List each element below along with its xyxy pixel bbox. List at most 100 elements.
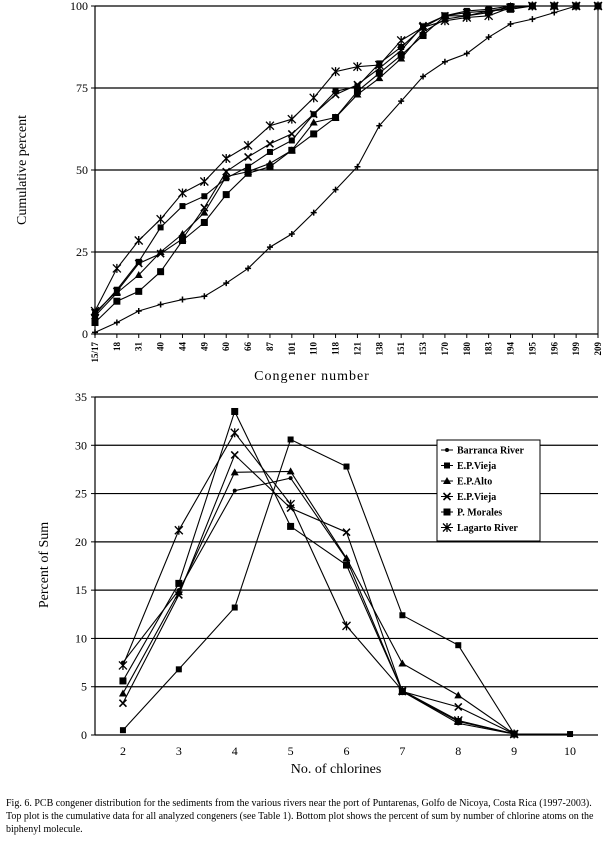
bottom-x-tick-label: 5 (288, 744, 294, 758)
bottom-x-tick-label: 3 (176, 744, 182, 758)
top-data-point (507, 21, 514, 28)
top-data-point (265, 121, 275, 131)
top-data-point (92, 329, 98, 336)
top-y-tick-label: 50 (76, 163, 88, 177)
legend-item: Lagarto River (441, 523, 518, 534)
bottom-data-point (175, 666, 182, 673)
top-data-point (157, 224, 164, 231)
bottom-data-point (342, 554, 351, 562)
top-data-point (551, 9, 558, 16)
top-data-point (331, 90, 340, 99)
top-y-tick-label: 0 (82, 327, 88, 341)
bottom-y-tick-label: 20 (75, 535, 87, 549)
top-data-point (440, 16, 450, 26)
top-data-point (485, 34, 492, 41)
top-data-point (288, 137, 295, 144)
bottom-y-tick-label: 35 (75, 390, 87, 404)
top-chart-gridlines (95, 5, 598, 253)
bottom-data-point (343, 561, 350, 569)
top-data-point (309, 118, 318, 126)
top-data-point (332, 88, 339, 95)
bottom-data-point (287, 522, 295, 530)
top-data-point (375, 69, 383, 77)
top-data-point (571, 1, 581, 11)
percent-of-sum-chart: 0 5 10 15 20 25 30 35 2 3 4 5 6 7 8 9 10 Barranca River… (37, 390, 598, 777)
top-x-tick-label: 101 (287, 342, 297, 356)
top-series-2 (91, 2, 602, 327)
top-x-tick-label: 170 (440, 342, 450, 356)
top-data-point (397, 54, 406, 62)
top-data-point (397, 46, 406, 55)
legend-marker (443, 477, 451, 484)
top-chart-y-axis-title: Cumulative percent (15, 115, 30, 225)
top-data-point (156, 248, 165, 255)
top-data-point (418, 22, 428, 32)
bottom-series-line (122, 410, 515, 735)
legend-marker (443, 508, 451, 516)
bottom-data-point (286, 499, 296, 509)
top-data-point (90, 306, 100, 316)
bottom-data-point (118, 660, 128, 670)
bottom-data-point (231, 407, 239, 415)
top-series-5 (90, 1, 603, 317)
top-data-point (178, 188, 187, 198)
top-x-tick-label: 195 (527, 342, 537, 356)
top-chart-axes (91, 5, 599, 338)
top-chart-x-tick-labels: 15/17 18 31 40 44 49 60 66 87 101 110 118 121 138 151 1… (90, 342, 603, 363)
bottom-data-point (119, 677, 127, 685)
legend-item: E.P.Vieja (441, 461, 496, 472)
top-data-point (135, 258, 142, 265)
top-data-point (244, 152, 253, 161)
top-data-point (309, 110, 318, 119)
bottom-y-tick-label: 10 (75, 631, 87, 645)
top-chart-series (90, 1, 603, 336)
top-data-point (352, 62, 362, 72)
top-data-point (287, 129, 296, 138)
bottom-data-point (232, 488, 237, 493)
top-data-point (221, 154, 231, 164)
top-series-line (94, 5, 598, 317)
bottom-data-point (398, 659, 407, 667)
top-series-line (94, 5, 598, 315)
top-x-tick-label: 18 (112, 342, 122, 352)
top-data-point (134, 259, 143, 268)
top-data-point (549, 1, 559, 11)
top-data-point (222, 167, 231, 176)
top-data-point (91, 319, 99, 327)
bottom-series-line (122, 431, 515, 735)
legend-label: Barranca River (457, 446, 524, 457)
top-data-point (199, 176, 209, 186)
bottom-y-tick-label: 0 (81, 728, 87, 742)
top-series-line (94, 5, 598, 323)
top-data-point (113, 286, 120, 293)
top-x-tick-label: 31 (134, 342, 144, 352)
top-series-4 (92, 3, 601, 318)
bottom-data-point (174, 525, 184, 535)
top-data-point (354, 163, 361, 170)
top-x-tick-label: 87 (265, 342, 275, 352)
bottom-data-point (343, 463, 350, 470)
bottom-data-point (231, 604, 238, 611)
top-data-point (178, 237, 186, 245)
top-data-point (245, 265, 252, 272)
top-data-point (113, 319, 120, 326)
top-data-point (441, 58, 448, 65)
bottom-x-tick-label: 9 (511, 744, 517, 758)
top-x-tick-label: 199 (571, 342, 581, 356)
legend-item: E.P.Alto (441, 477, 492, 488)
top-x-tick-label: 209 (593, 342, 603, 356)
bottom-data-point (174, 590, 183, 600)
top-y-tick-label: 25 (76, 245, 88, 259)
bottom-data-point (454, 702, 463, 712)
top-x-tick-label: 180 (462, 342, 472, 356)
top-chart-x-axis-title: Congener number (254, 369, 370, 384)
top-data-point (200, 203, 209, 212)
top-x-tick-label: 49 (199, 342, 209, 352)
top-data-point (113, 297, 121, 305)
top-data-point (398, 98, 405, 105)
bottom-data-point (175, 579, 183, 587)
top-series-line (94, 5, 598, 312)
top-data-point (396, 35, 406, 45)
top-data-point (179, 203, 186, 210)
bottom-x-tick-label: 6 (344, 744, 350, 758)
